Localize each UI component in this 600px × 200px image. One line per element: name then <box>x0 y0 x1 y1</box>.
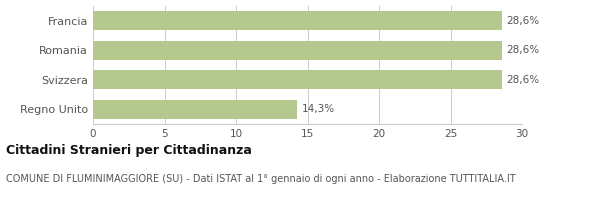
Text: 28,6%: 28,6% <box>506 45 539 55</box>
Bar <box>93 70 502 89</box>
Text: 28,6%: 28,6% <box>506 16 539 26</box>
Bar <box>93 41 502 60</box>
Text: Cittadini Stranieri per Cittadinanza: Cittadini Stranieri per Cittadinanza <box>6 144 252 157</box>
Text: COMUNE DI FLUMINIMAGGIORE (SU) - Dati ISTAT al 1° gennaio di ogni anno - Elabora: COMUNE DI FLUMINIMAGGIORE (SU) - Dati IS… <box>6 174 515 184</box>
Text: 14,3%: 14,3% <box>302 104 335 114</box>
Bar <box>93 11 502 30</box>
Bar <box>93 100 298 119</box>
Text: 28,6%: 28,6% <box>506 75 539 85</box>
